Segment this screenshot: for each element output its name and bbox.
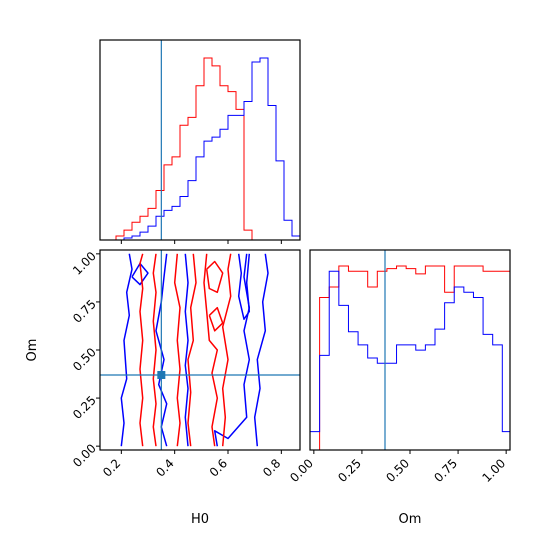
contour-series-a-6 xyxy=(205,260,224,294)
om-histogram-panel: 0.00 0.25 0.50 0.75 1.00 xyxy=(287,249,511,485)
contour-series-b-4 xyxy=(253,253,269,447)
h0-x-tick-label-0: 0.2 xyxy=(100,456,123,479)
x-axis-label-h0: H0 xyxy=(191,512,209,527)
contour-group xyxy=(120,253,269,447)
om-y-tick-label-0: 0.00 xyxy=(70,441,99,470)
om-x-tick-label-3: 0.75 xyxy=(431,456,460,485)
contour-series-b-3 xyxy=(213,253,251,447)
contour-series-b-2 xyxy=(184,253,189,447)
h0-x-tick-label-2: 0.6 xyxy=(207,456,230,479)
om-hist-series-b xyxy=(309,270,511,450)
contour-series-a-3 xyxy=(187,253,197,447)
joint-truth-marker xyxy=(157,371,166,379)
contour-series-a-4 xyxy=(203,253,219,447)
h0-x-tick-label-1: 0.4 xyxy=(153,456,176,479)
contour-series-a-7 xyxy=(208,306,224,332)
om-y-tick-label-1: 0.25 xyxy=(70,393,99,422)
joint-contour-panel: 0.2 0.4 0.6 0.8 0.00 0.25 0.50 0.75 1.00 xyxy=(70,249,301,480)
y-axis-label-om: Om xyxy=(25,339,40,362)
x-axis-label-om: Om xyxy=(399,512,422,527)
om-hist-series-a xyxy=(310,265,511,451)
h0-hist-series-b xyxy=(100,57,301,241)
om-hist-frame xyxy=(309,249,511,451)
contour-series-a-0 xyxy=(139,253,144,447)
om-x-tick-label-2: 0.50 xyxy=(383,456,412,485)
contour-series-a-1 xyxy=(152,253,157,447)
om-y-tick-label-4: 1.00 xyxy=(70,249,99,278)
h0-x-tick-label-3: 0.8 xyxy=(260,456,283,479)
om-x-tick-label-1: 0.25 xyxy=(335,456,364,485)
om-x-tick-label-0: 0.00 xyxy=(287,456,316,485)
contour-series-a-5 xyxy=(221,253,232,447)
contour-series-b-1 xyxy=(155,253,168,447)
contour-series-b-6 xyxy=(131,262,149,286)
h0-hist-series-a xyxy=(100,57,300,241)
contour-series-a-2 xyxy=(173,253,181,447)
om-y-tick-label-2: 0.50 xyxy=(70,345,99,374)
contour-series-b-5 xyxy=(237,253,251,320)
h0-histogram-panel xyxy=(99,39,301,244)
contour-series-b-0 xyxy=(120,253,133,447)
axis-labels: H0 Om Om xyxy=(25,339,421,527)
h0-hist-frame xyxy=(99,39,301,241)
om-x-tick-label-4: 1.00 xyxy=(479,456,508,485)
om-y-tick-label-3: 0.75 xyxy=(70,297,99,326)
